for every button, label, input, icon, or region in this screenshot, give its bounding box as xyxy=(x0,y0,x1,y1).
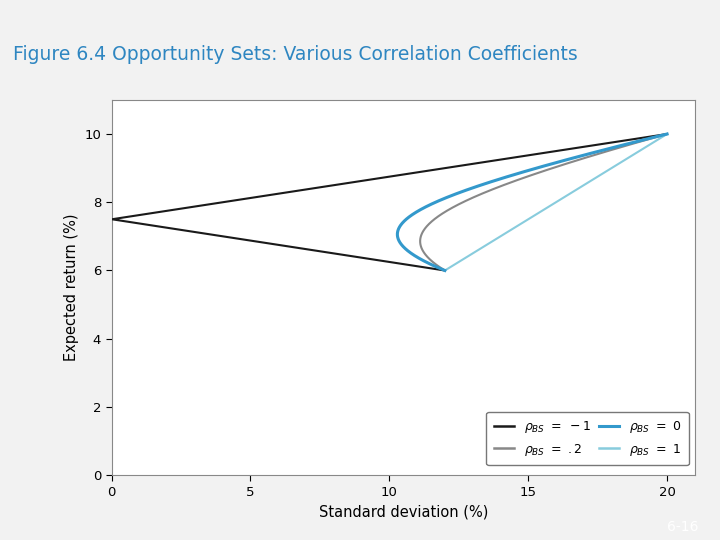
X-axis label: Standard deviation (%): Standard deviation (%) xyxy=(318,504,488,519)
Y-axis label: Expected return (%): Expected return (%) xyxy=(64,214,78,361)
Text: 6-16: 6-16 xyxy=(667,521,698,535)
Text: Figure 6.4 Opportunity Sets: Various Correlation Coefficients: Figure 6.4 Opportunity Sets: Various Cor… xyxy=(13,44,577,64)
Legend: $\rho_{BS}\ =\ -1$, $\rho_{BS}\ =\ .2$, $\rho_{BS}\ =\ 0$, $\rho_{BS}\ =\ 1$: $\rho_{BS}\ =\ -1$, $\rho_{BS}\ =\ .2$, … xyxy=(486,412,688,465)
